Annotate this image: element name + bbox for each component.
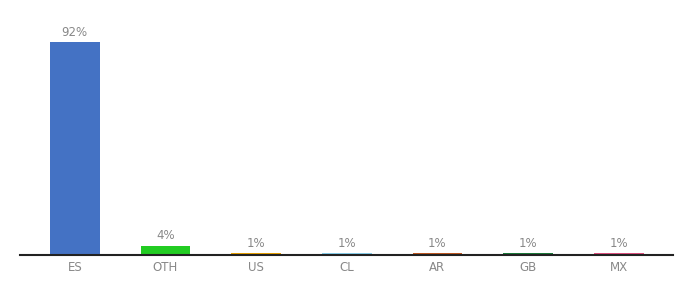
Bar: [322, 253, 372, 255]
Bar: [141, 246, 190, 255]
Bar: [231, 253, 281, 255]
Text: 92%: 92%: [62, 26, 88, 39]
Bar: [413, 253, 462, 255]
Bar: [503, 253, 553, 255]
Text: 1%: 1%: [337, 237, 356, 250]
Bar: [594, 253, 644, 255]
Text: 1%: 1%: [609, 237, 628, 250]
Text: 1%: 1%: [247, 237, 265, 250]
Text: 1%: 1%: [428, 237, 447, 250]
Text: 4%: 4%: [156, 229, 175, 242]
Text: 1%: 1%: [519, 237, 537, 250]
Bar: [50, 43, 100, 255]
